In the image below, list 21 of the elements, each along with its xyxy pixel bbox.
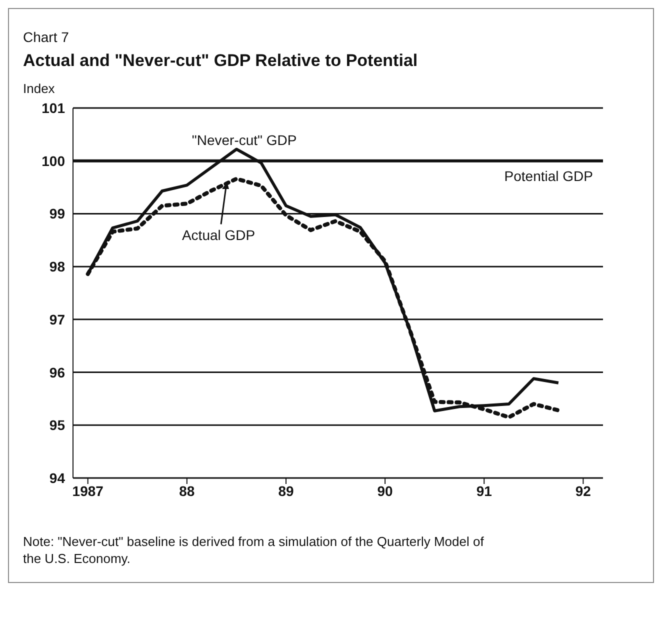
x-tick-label: 90 (377, 482, 394, 499)
chart-subtitle: Actual and "Never-cut" GDP Relative to Potential (23, 51, 419, 71)
y-tick-label: 96 (49, 364, 66, 380)
y-tick-label: 94 (49, 470, 66, 486)
y-axis-title: Index (23, 81, 56, 96)
series-label: Actual GDP (182, 226, 256, 243)
x-tick-label: 91 (476, 482, 492, 499)
y-tick-label: 95 (49, 417, 66, 434)
y-tick-label: 101 (42, 100, 66, 116)
series-label: "Never-cut" GDP (192, 132, 297, 148)
y-tick-label: 99 (49, 206, 66, 222)
y-tick-label: 98 (49, 258, 66, 275)
x-tick-label: 1987 (72, 482, 104, 499)
y-tick-label: 100 (42, 152, 66, 169)
x-tick-label: 88 (179, 482, 195, 499)
ref-line-label: Potential GDP (504, 168, 593, 184)
x-tick-label: 89 (278, 482, 294, 499)
text: Note: "Never-cut" baseline is derived from a simulation of the Quarterly Model of the U.S. Economy. (23, 534, 485, 568)
x-tick-label: 92 (575, 482, 592, 499)
y-tick-label: 97 (49, 311, 66, 328)
chart-title: Chart 7 (23, 29, 70, 45)
